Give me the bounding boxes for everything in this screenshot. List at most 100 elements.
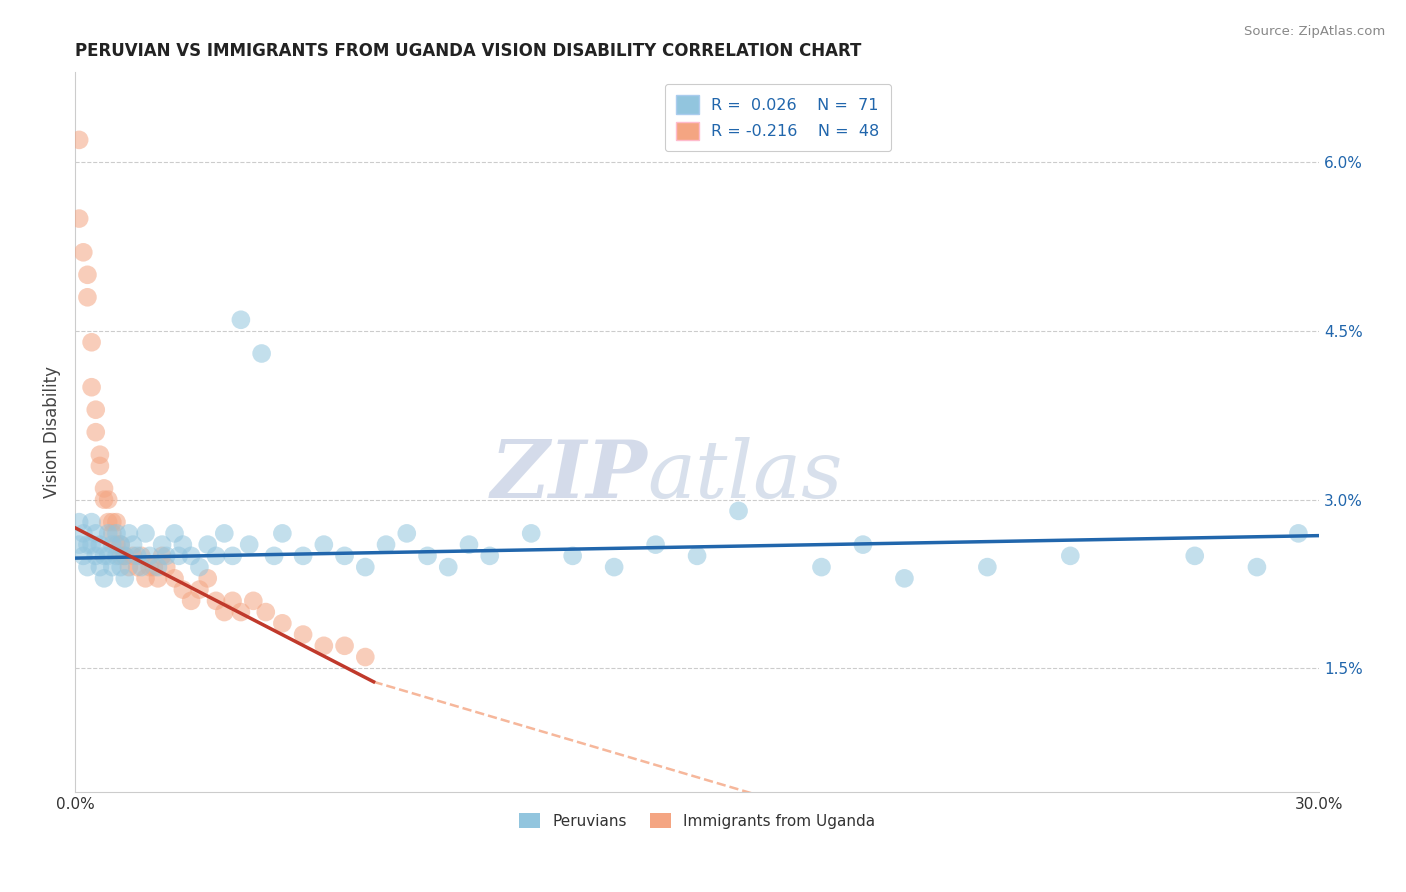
- Point: [93, 482, 115, 496]
- Point: [93, 571, 115, 585]
- Point: [976, 560, 998, 574]
- Point: [72, 526, 94, 541]
- Point: [67, 515, 90, 529]
- Point: [214, 605, 236, 619]
- Point: [180, 549, 202, 563]
- Point: [101, 560, 124, 574]
- Point: [89, 458, 111, 473]
- Point: [312, 538, 335, 552]
- Point: [80, 380, 103, 394]
- Point: [67, 211, 90, 226]
- Point: [146, 560, 169, 574]
- Point: [354, 560, 377, 574]
- Point: [271, 526, 294, 541]
- Point: [172, 538, 194, 552]
- Point: [893, 571, 915, 585]
- Legend: Peruvians, Immigrants from Uganda: Peruvians, Immigrants from Uganda: [513, 806, 882, 835]
- Point: [172, 582, 194, 597]
- Point: [67, 133, 90, 147]
- Point: [254, 605, 277, 619]
- Point: [1059, 549, 1081, 563]
- Point: [395, 526, 418, 541]
- Point: [67, 538, 90, 552]
- Point: [110, 560, 132, 574]
- Point: [146, 571, 169, 585]
- Point: [205, 594, 228, 608]
- Point: [72, 549, 94, 563]
- Point: [180, 594, 202, 608]
- Point: [242, 594, 264, 608]
- Point: [686, 549, 709, 563]
- Point: [312, 639, 335, 653]
- Point: [354, 650, 377, 665]
- Point: [167, 549, 190, 563]
- Point: [110, 538, 132, 552]
- Point: [727, 504, 749, 518]
- Point: [138, 549, 160, 563]
- Point: [84, 526, 107, 541]
- Point: [101, 538, 124, 552]
- Point: [97, 549, 120, 563]
- Point: [205, 549, 228, 563]
- Point: [127, 560, 149, 574]
- Point: [238, 538, 260, 552]
- Point: [155, 549, 177, 563]
- Point: [80, 335, 103, 350]
- Point: [437, 560, 460, 574]
- Point: [110, 538, 132, 552]
- Point: [188, 582, 211, 597]
- Point: [76, 538, 98, 552]
- Point: [229, 312, 252, 326]
- Point: [105, 526, 128, 541]
- Y-axis label: Vision Disability: Vision Disability: [44, 367, 60, 499]
- Point: [118, 560, 141, 574]
- Point: [520, 526, 543, 541]
- Point: [84, 549, 107, 563]
- Text: PERUVIAN VS IMMIGRANTS FROM UGANDA VISION DISABILITY CORRELATION CHART: PERUVIAN VS IMMIGRANTS FROM UGANDA VISIO…: [75, 42, 862, 60]
- Text: ZIP: ZIP: [491, 436, 647, 514]
- Point: [105, 538, 128, 552]
- Point: [114, 571, 136, 585]
- Point: [561, 549, 583, 563]
- Point: [122, 549, 145, 563]
- Point: [93, 549, 115, 563]
- Point: [150, 538, 173, 552]
- Point: [114, 549, 136, 563]
- Point: [229, 605, 252, 619]
- Point: [155, 560, 177, 574]
- Point: [458, 538, 481, 552]
- Point: [84, 425, 107, 440]
- Point: [101, 526, 124, 541]
- Point: [89, 560, 111, 574]
- Point: [292, 627, 315, 641]
- Point: [1286, 526, 1309, 541]
- Point: [118, 526, 141, 541]
- Point: [97, 492, 120, 507]
- Point: [197, 538, 219, 552]
- Point: [221, 549, 243, 563]
- Text: atlas: atlas: [647, 436, 842, 514]
- Point: [80, 515, 103, 529]
- Point: [97, 515, 120, 529]
- Point: [644, 538, 666, 552]
- Point: [1246, 560, 1268, 574]
- Point: [333, 639, 356, 653]
- Point: [84, 402, 107, 417]
- Point: [105, 515, 128, 529]
- Point: [89, 448, 111, 462]
- Point: [214, 526, 236, 541]
- Point: [80, 538, 103, 552]
- Point: [271, 616, 294, 631]
- Point: [150, 549, 173, 563]
- Point: [852, 538, 875, 552]
- Point: [263, 549, 285, 563]
- Point: [603, 560, 626, 574]
- Point: [131, 549, 153, 563]
- Point: [110, 549, 132, 563]
- Point: [76, 560, 98, 574]
- Point: [163, 526, 186, 541]
- Point: [134, 571, 156, 585]
- Point: [197, 571, 219, 585]
- Point: [134, 526, 156, 541]
- Point: [478, 549, 501, 563]
